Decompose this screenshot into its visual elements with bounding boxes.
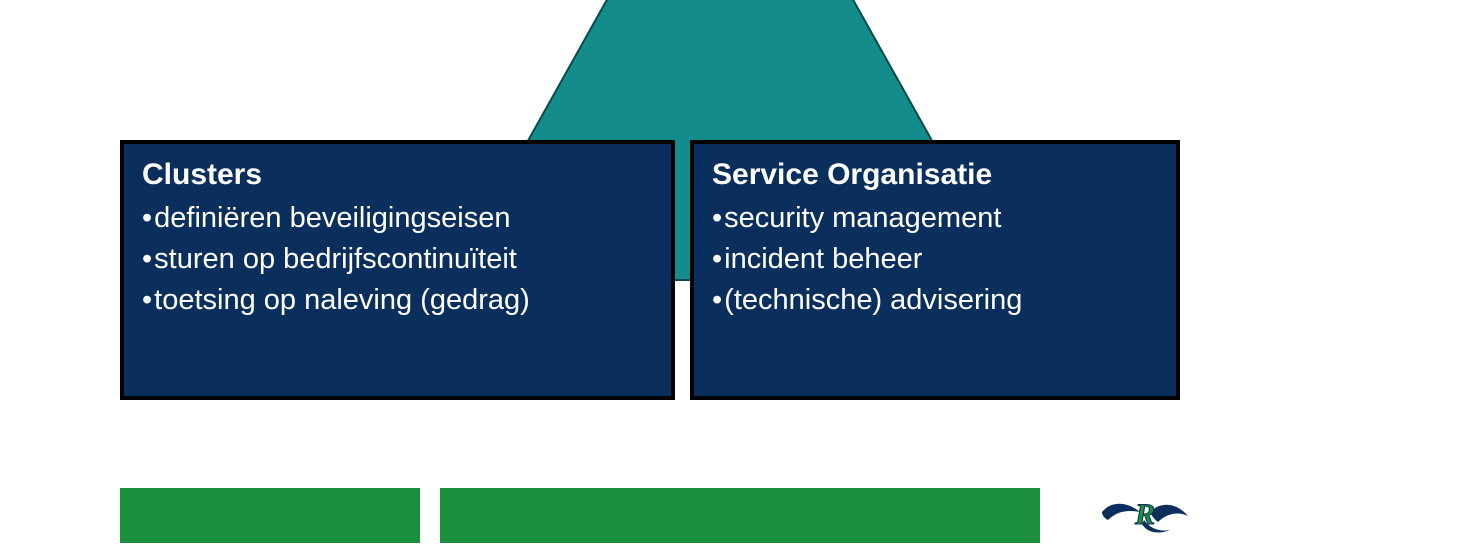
brand-logo: R — [1100, 490, 1190, 540]
clusters-item: sturen op bedrijfscontinuïteit — [142, 243, 653, 276]
service-org-item: incident beheer — [712, 243, 1158, 276]
clusters-title: Clusters — [142, 158, 653, 192]
green-bar-1 — [120, 488, 420, 543]
service-org-box: Service Organisatie security management … — [690, 140, 1180, 400]
clusters-box: Clusters definiëren beveiligingseisen st… — [120, 140, 675, 400]
service-org-list: security management incident beheer (tec… — [712, 202, 1158, 317]
green-bar-2 — [440, 488, 1040, 543]
logo-swoosh-right — [1150, 505, 1188, 522]
service-org-item: security management — [712, 202, 1158, 235]
logo-letter: R — [1134, 498, 1155, 531]
clusters-list: definiëren beveiligingseisen sturen op b… — [142, 202, 653, 317]
service-org-item: (technische) advisering — [712, 284, 1158, 317]
clusters-item: toetsing op naleving (gedrag) — [142, 284, 653, 317]
clusters-item: definiëren beveiligingseisen — [142, 202, 653, 235]
service-org-title: Service Organisatie — [712, 158, 1158, 192]
